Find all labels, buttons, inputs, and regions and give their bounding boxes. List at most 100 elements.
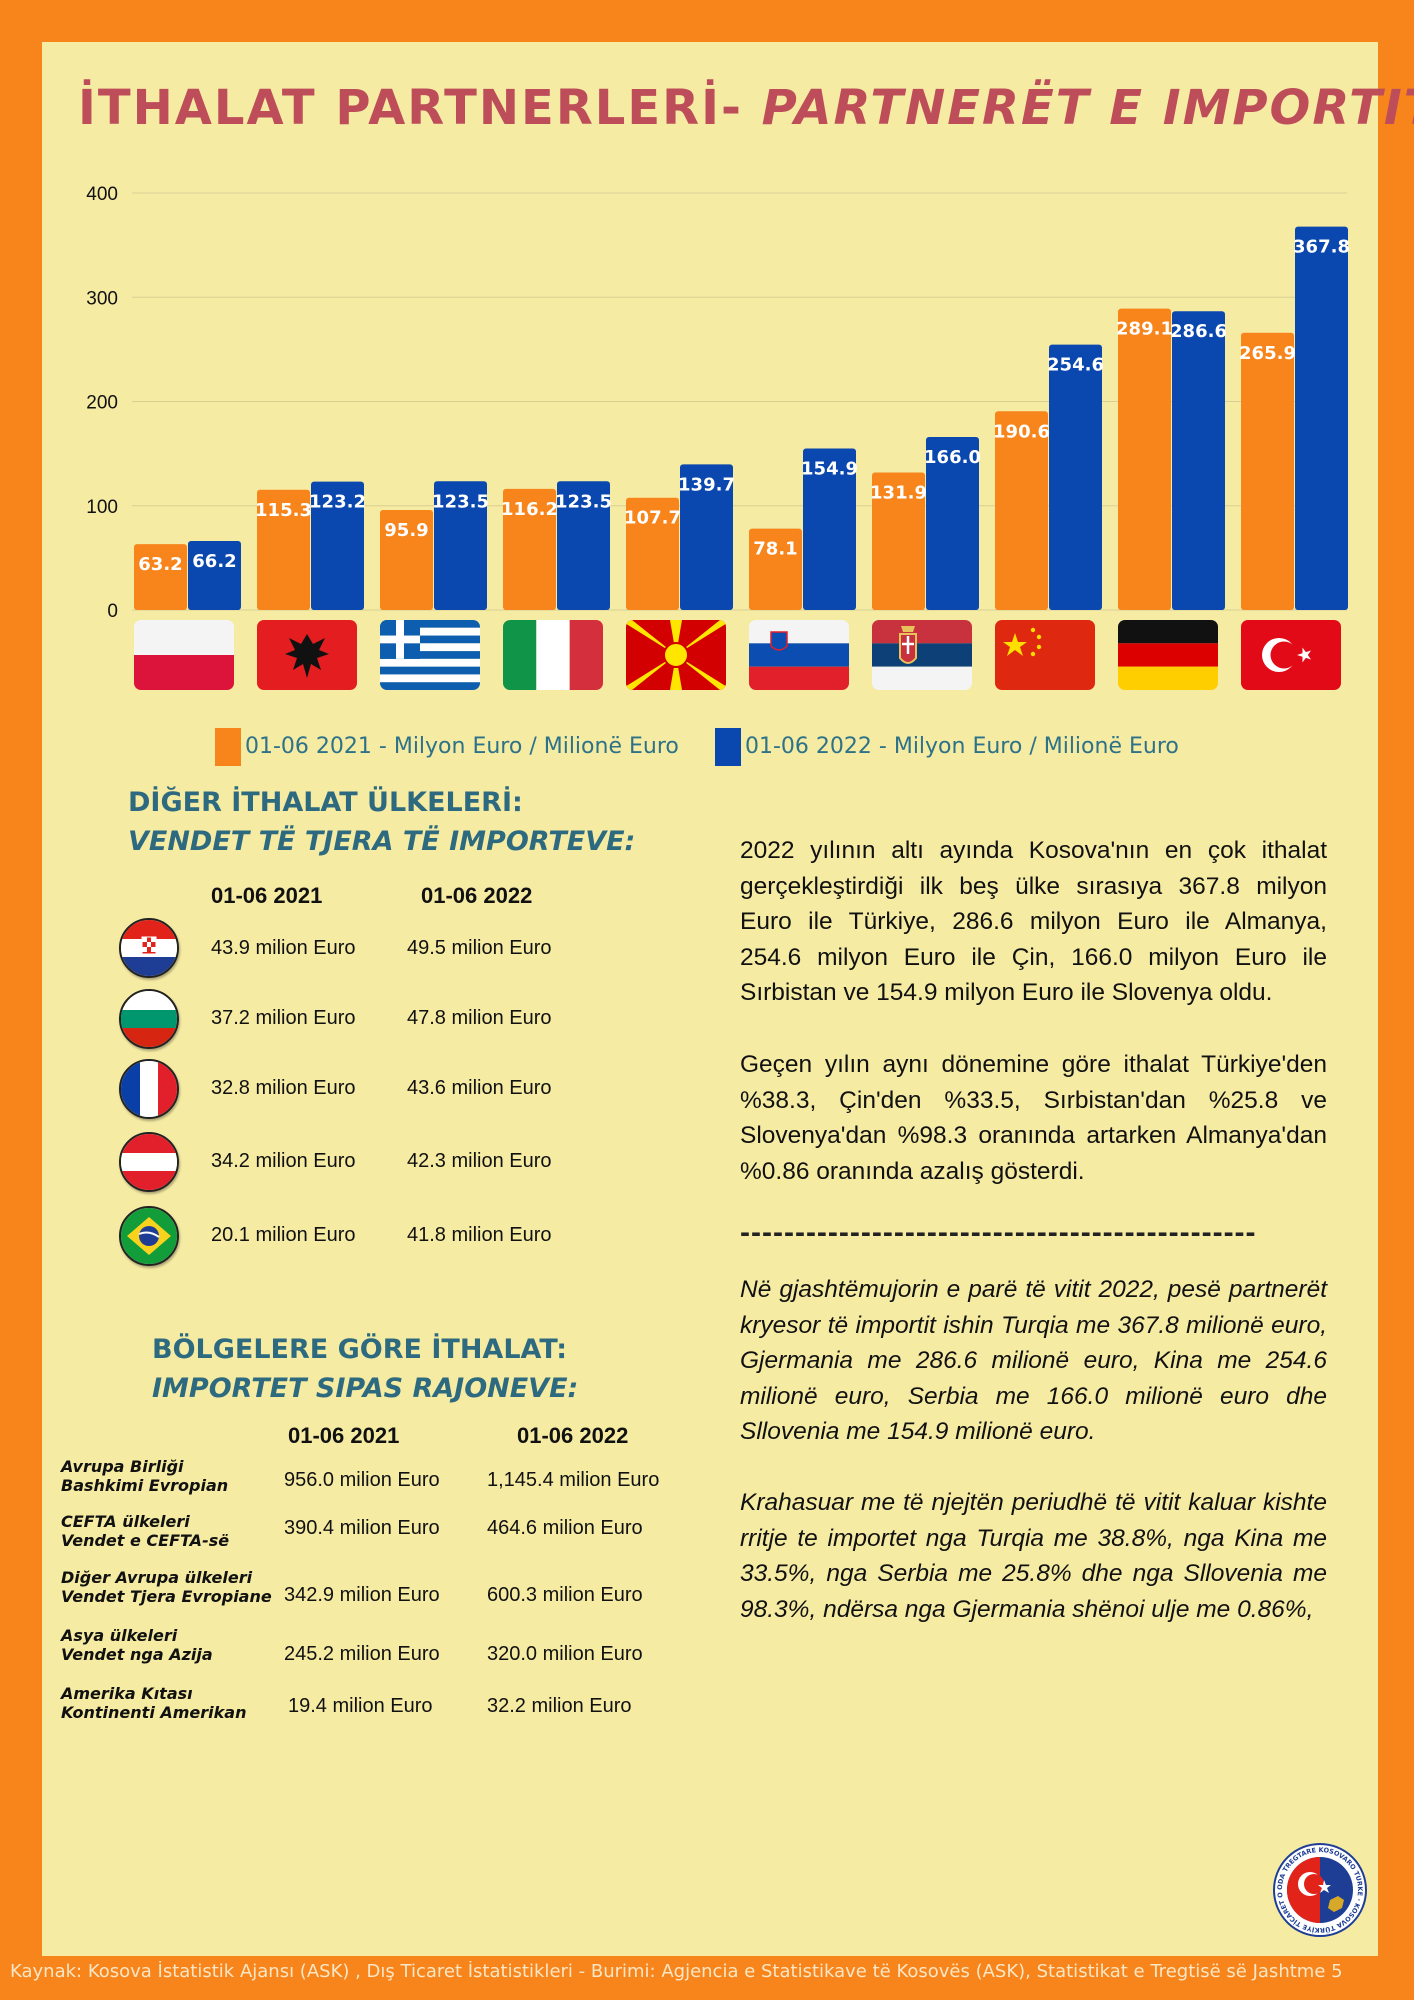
title-turkish: İTHALAT PARTNERLERİ-: [78, 80, 762, 136]
other-country-value: 32.8 milion Euro: [211, 1077, 356, 1099]
bar-value-label: 254.6: [1047, 355, 1104, 376]
source-footer: Kaynak: Kosova İstatistik Ajansı (ASK) ,…: [10, 1961, 1343, 1982]
bar-2022: [311, 481, 364, 610]
bar-2021: [626, 497, 679, 610]
bar-2021: [257, 489, 310, 610]
brazil-flag-icon: [119, 1206, 179, 1266]
other-countries-col-2022: 01-06 2022: [421, 883, 533, 908]
albania-flag-icon: [257, 620, 357, 690]
y-tick-label: 300: [86, 288, 118, 309]
y-tick-label: 200: [86, 393, 118, 414]
other-country-value: 49.5 milion Euro: [407, 937, 552, 959]
region-label: Amerika Kıtası Kontinenti Amerikan: [61, 1684, 247, 1722]
slovenia-flag-icon: [749, 620, 849, 690]
region-value: 19.4 milion Euro: [288, 1695, 433, 1717]
region-value: 32.2 milion Euro: [487, 1695, 632, 1717]
summary-paragraph-sq-2: Krahasuar me të njejtën periudhë të viti…: [740, 1489, 1327, 1623]
bar-value-label: 289.1: [1116, 319, 1173, 340]
region-value: 320.0 milion Euro: [487, 1643, 643, 1665]
title-albanian: PARTNERËT E IMPORTIT: [761, 80, 1414, 136]
legend-item-2022: 01-06 2022 - Milyon Euro / Milionë Euro: [715, 728, 1179, 766]
other-country-value: 37.2 milion Euro: [211, 1007, 356, 1029]
bar-2021: [872, 472, 925, 610]
regions-col-2022: 01-06 2022: [517, 1423, 629, 1448]
legend-swatch-2021: [215, 728, 241, 766]
other-country-value: 20.1 milion Euro: [211, 1224, 356, 1246]
bar-value-label: 95.9: [384, 520, 428, 541]
bar-value-label: 107.7: [624, 508, 681, 529]
bar-2021: [1118, 308, 1171, 610]
bar-2022: [434, 481, 487, 610]
region-value: 245.2 milion Euro: [284, 1643, 440, 1665]
bar-2022: [1172, 311, 1225, 610]
region-label: Avrupa Birliği Bashkimi Evropian: [61, 1457, 229, 1495]
austria-flag-icon: [119, 1132, 179, 1192]
region-value: 464.6 milion Euro: [487, 1517, 643, 1539]
serbia-flag-icon: [872, 620, 972, 690]
bar-2021: [995, 411, 1048, 610]
italy-flag-icon: [503, 620, 603, 690]
poland-flag-icon: [134, 620, 234, 690]
regions-title-sq: IMPORTET SIPAS RAJONEVE:: [152, 1373, 579, 1404]
regions-title-tr: BÖLGELERE GÖRE İTHALAT:: [152, 1334, 568, 1365]
bar-value-label: 139.7: [678, 474, 735, 495]
summary-paragraph-tr-1: 2022 yılının altı ayında Kosova'nın en ç…: [740, 837, 1327, 1006]
bar-2022: [803, 448, 856, 610]
chamber-logo-icon: ODA TREGTARE KOSOVARO TURKE · KOSOVA TÜR…: [1272, 1842, 1367, 1937]
page-title: İTHALAT PARTNERLERİ- PARTNERËT E IMPORTI…: [78, 80, 1414, 136]
turkey-flag-icon: [1241, 620, 1341, 690]
other-country-value: 42.3 milion Euro: [407, 1150, 552, 1172]
bar-2022: [1295, 226, 1348, 611]
bar-value-label: 123.2: [309, 492, 366, 513]
y-tick-label: 100: [86, 497, 118, 518]
bar-2021: [134, 544, 187, 610]
bar-value-label: 190.6: [993, 421, 1050, 442]
bar-value-label: 286.6: [1170, 321, 1227, 342]
summary-paragraph-tr-2: Geçen yılın aynı dönemine göre ithalat T…: [740, 1051, 1327, 1185]
greece-flag-icon: [380, 620, 480, 690]
region-label: Asya ülkeleri Vendet nga Azija: [61, 1626, 213, 1664]
bar-value-label: 123.5: [555, 491, 612, 512]
bar-2021: [749, 528, 802, 610]
other-countries-title-sq: VENDET TË TJERA TË IMPORTEVE:: [128, 826, 636, 857]
other-country-value: 47.8 milion Euro: [407, 1007, 552, 1029]
bar-2022: [1049, 344, 1102, 610]
bar-2022: [188, 540, 241, 610]
bar-2021: [380, 510, 433, 610]
bulgaria-flag-icon: [119, 989, 179, 1049]
region-label: CEFTA ülkeleri Vendet e CEFTA-së: [61, 1512, 230, 1550]
legend-label-2022: 01-06 2022 - Milyon Euro / Milionë Euro: [745, 734, 1179, 759]
other-countries-col-2021: 01-06 2021: [211, 883, 323, 908]
region-value: 600.3 milion Euro: [487, 1584, 643, 1606]
other-country-value: 43.9 milion Euro: [211, 937, 356, 959]
north-macedonia-flag-icon: [626, 620, 726, 690]
bar-value-label: 367.8: [1293, 237, 1350, 258]
bar-2022: [926, 436, 979, 610]
bar-value-label: 166.0: [924, 447, 981, 468]
other-countries-title-tr: DİĞER İTHALAT ÜLKELERİ:: [128, 787, 523, 818]
bar-value-label: 66.2: [192, 551, 236, 572]
croatia-flag-icon: [119, 918, 179, 978]
bar-2021: [503, 488, 556, 610]
region-label: Diğer Avrupa ülkeleri Vendet Tjera Evropi…: [61, 1568, 272, 1606]
bar-2022: [680, 464, 733, 610]
region-value: 342.9 milion Euro: [284, 1584, 440, 1606]
other-country-value: 43.6 milion Euro: [407, 1077, 552, 1099]
bar-value-label: 265.9: [1239, 343, 1296, 364]
other-country-value: 34.2 milion Euro: [211, 1150, 356, 1172]
bar-value-label: 78.1: [753, 539, 797, 560]
region-value: 390.4 milion Euro: [284, 1517, 440, 1539]
legend-swatch-2022: [715, 728, 741, 766]
bar-value-label: 123.5: [432, 491, 489, 512]
regions-col-2021: 01-06 2021: [288, 1423, 400, 1448]
region-value: 956.0 milion Euro: [284, 1469, 440, 1491]
bar-2021: [1241, 332, 1294, 610]
germany-flag-icon: [1118, 620, 1218, 690]
y-tick-label: 400: [86, 184, 118, 205]
y-tick-label: 0: [107, 601, 118, 622]
summary-paragraph-sq-1: Në gjashtëmujorin e parë të vitit 2022, …: [740, 1276, 1327, 1445]
bar-value-label: 115.3: [255, 500, 312, 521]
region-value: 1,145.4 milion Euro: [487, 1469, 660, 1491]
china-flag-icon: [995, 620, 1095, 690]
